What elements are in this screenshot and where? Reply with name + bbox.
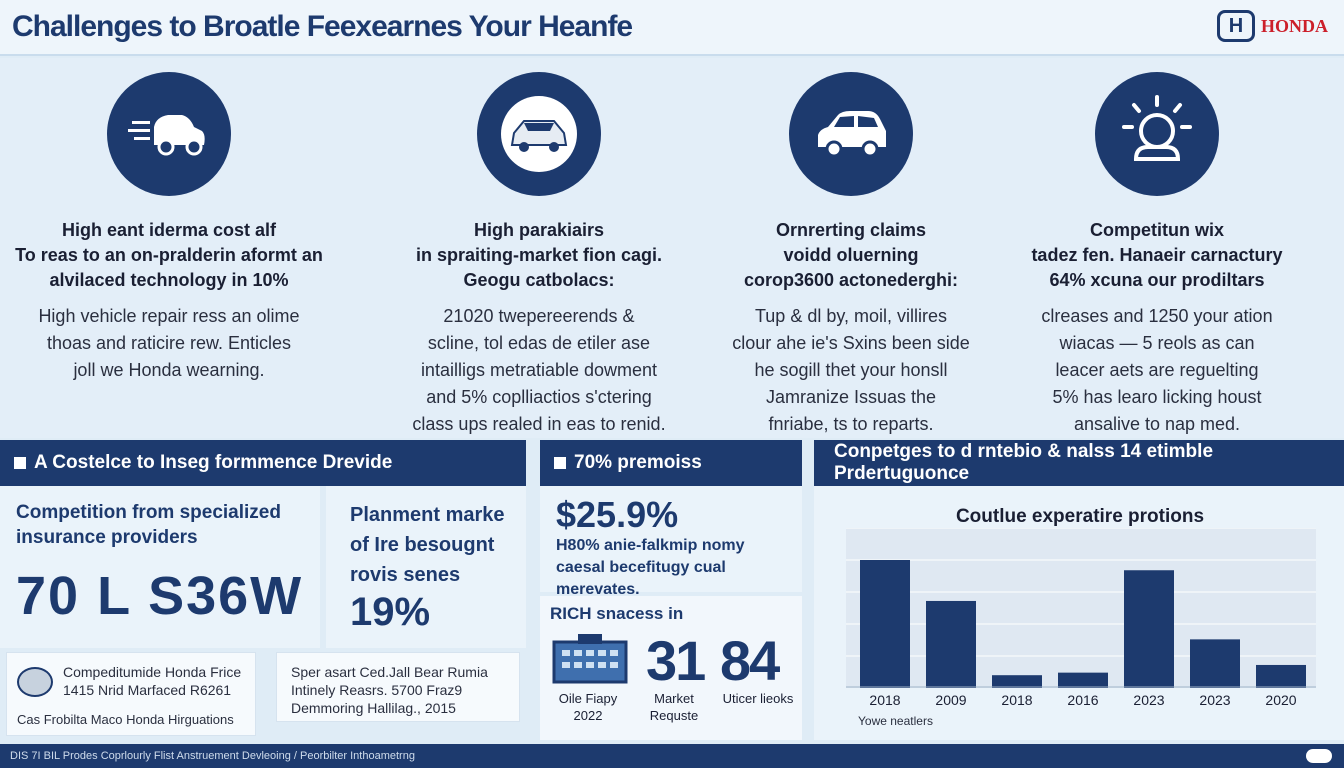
- bar-3: [1058, 672, 1108, 688]
- section2-sub-heading: RICH snacess in: [550, 604, 684, 623]
- x-tick-label: 2023: [1199, 692, 1231, 708]
- bar-0: [860, 560, 910, 688]
- car-thumbnail-icon: [17, 667, 53, 697]
- x-tick-label: 2016: [1067, 692, 1099, 708]
- chart-bars: [860, 560, 1306, 688]
- stat-number-31: 31: [646, 629, 706, 692]
- x-tick-label: 2020: [1265, 692, 1297, 708]
- info-card-2: Sper asart Ced.Jall Bear Rumia Intinely …: [276, 652, 520, 722]
- section1-right-panel: [326, 486, 526, 648]
- challenge-heading-1: High eant iderma cost alf To reas to an o…: [15, 220, 323, 290]
- x-tick-label: 2018: [1001, 692, 1033, 708]
- challenge-body-3: Tup & dl by, moil, villires clour ahe ie'…: [732, 306, 970, 434]
- brand-name: HONDA: [1261, 15, 1328, 36]
- challenge-body-2: 21020 twepereerends & scline, tol edas de…: [412, 306, 666, 434]
- bar-6: [1256, 664, 1306, 688]
- x-tick-label: 2023: [1133, 692, 1165, 708]
- section1-big-number: 70 L S36W: [16, 566, 304, 626]
- page-title: Challenges to Broatle Feexearnes Your He…: [12, 10, 633, 43]
- speeding-car-icon: [107, 72, 231, 196]
- challenge-column-3: Ornrerting claims voidd oluerning corop360…: [686, 72, 1016, 438]
- bar-1: [926, 600, 976, 688]
- x-tick-label: 2009: [935, 692, 967, 708]
- stat-label-b: Market Requste: [649, 691, 699, 723]
- challenge-heading-3: Ornrerting claims voidd oluerning corop360…: [743, 220, 959, 290]
- sedan-icon: [477, 72, 601, 196]
- bar-chart: [846, 528, 1316, 688]
- section1-left-panel: [0, 486, 320, 648]
- bar-4: [1124, 570, 1174, 688]
- toggle-icon: [1306, 749, 1332, 763]
- challenge-column-4: Competitun wix tadez fen. Hanaeir carnact…: [992, 72, 1322, 438]
- section2-top-panel: [540, 486, 802, 592]
- challenge-column-1: High eant iderma cost alf To reas to an o…: [4, 72, 334, 384]
- section1-right-percent: 19%: [350, 590, 431, 634]
- x-tick-label: 2018: [869, 692, 901, 708]
- square-bullet-icon: [14, 457, 26, 469]
- chart-title: Coutlue experatire protions: [955, 506, 1205, 527]
- challenge-column-2: High parakiairs in spraiting-market fion …: [374, 72, 704, 438]
- brand: H HONDA: [1217, 10, 1328, 42]
- section2-text: H80% anie-falkmip nomy caesal becefitugy…: [556, 537, 745, 598]
- info-card-1: Compeditumide Honda Frice 1415 Nrid Marf…: [6, 652, 256, 736]
- section1-title-bar: A Costelce to Inseg formmence Drevide: [0, 440, 526, 486]
- section1-right-heading: Planment marke of Ire besougnt rovis senes: [350, 504, 505, 586]
- section2-title-bar: 70% premoiss: [540, 440, 802, 486]
- section2-percent: $25.9%: [556, 494, 679, 535]
- bar-5: [1190, 639, 1240, 688]
- stat-label-c: Uticer lieoks: [722, 691, 794, 706]
- hatchback-icon: [789, 72, 913, 196]
- footer: DIS 7I BIL Prodes Coprlourly Flist Anstr…: [0, 744, 1344, 768]
- section1-left-heading: Competition from specialized insurance p…: [16, 502, 281, 548]
- building-icon: [552, 632, 628, 684]
- stat-number-84: 84: [720, 629, 780, 692]
- challenge-body-1: High vehicle repair ress an olime thoas a…: [38, 306, 300, 380]
- square-bullet-icon: [554, 457, 566, 469]
- challenge-heading-2: High parakiairs in spraiting-market fion …: [415, 220, 663, 290]
- x-axis-title: Yowe neatlers: [858, 714, 933, 728]
- challenge-body-4: clreases and 1250 your ation wiacas — 5 r…: [1041, 306, 1273, 434]
- section3-title-bar: Conpetges to d rntebio & nalss 14 etimbl…: [814, 440, 1344, 486]
- header: Challenges to Broatle Feexearnes Your He…: [0, 0, 1344, 56]
- challenge-heading-4: Competitun wix tadez fen. Hanaeir carnact…: [1031, 220, 1283, 290]
- lightbulb-icon: [1095, 72, 1219, 196]
- bar-2: [992, 675, 1042, 688]
- stat-label-a: Oile Fiapy 2022: [558, 691, 618, 723]
- honda-logo-icon: H: [1217, 10, 1255, 42]
- challenges-section: High eant iderma cost alf To reas to an o…: [0, 58, 1344, 438]
